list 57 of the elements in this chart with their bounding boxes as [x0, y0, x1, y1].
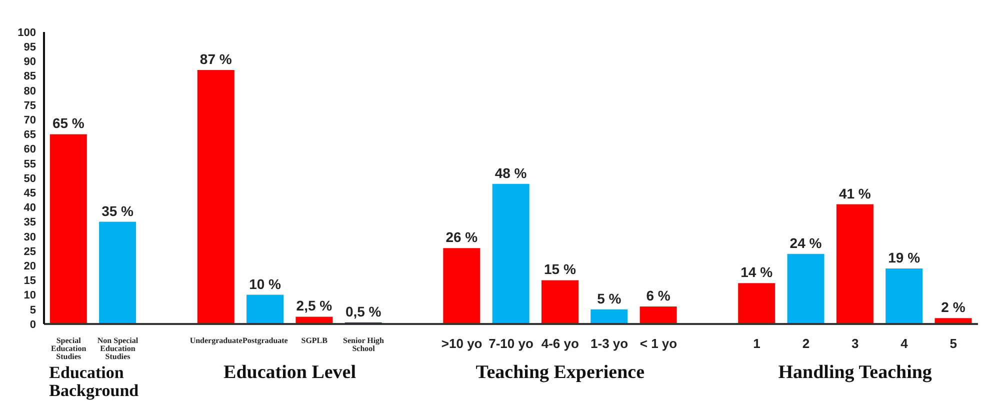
x-tick-label: 5: [950, 336, 958, 351]
data-label: 41 %: [838, 185, 872, 202]
y-tick-label: 35: [24, 216, 36, 229]
x-tick-label: 2: [802, 336, 810, 351]
x-tick-label: 4-6 yo: [541, 336, 579, 351]
x-tick-label: 1-3 yo: [590, 336, 628, 351]
data-label: 10 %: [249, 276, 282, 292]
data-label: 2 %: [941, 299, 966, 316]
y-tick-label: 80: [24, 85, 36, 98]
y-tick-label: 30: [24, 231, 36, 244]
y-tick-label: 75: [24, 100, 36, 112]
y-tick-label: 10: [24, 290, 36, 302]
data-label: 35 %: [102, 202, 134, 219]
y-tick-label: 65: [24, 129, 36, 142]
data-label: 48 %: [494, 164, 528, 181]
y-tick-label: 70: [24, 114, 36, 127]
x-tick-label: Senior High School: [343, 336, 385, 353]
x-tick-label: 1: [753, 336, 760, 351]
x-tick-label: 7-10 yo: [488, 336, 534, 351]
data-label: 14 %: [740, 264, 774, 280]
x-tick-label: Postgraduate: [242, 336, 288, 345]
y-tick-label: 50: [24, 172, 36, 185]
data-label: 19 %: [888, 250, 921, 266]
y-tick-label: 100: [18, 26, 36, 39]
text: Handling Teaching: [777, 362, 933, 383]
data-label: 87 %: [200, 50, 232, 67]
y-tick-label: 85: [24, 70, 36, 83]
y-tick-label: 60: [24, 144, 36, 156]
x-tick-label: Special Education Studies: [51, 336, 87, 361]
y-tick-label: 90: [24, 56, 36, 68]
data-label: 26 %: [446, 229, 478, 246]
y-tick-label: 20: [24, 260, 36, 273]
data-label: 24 %: [790, 234, 822, 251]
x-tick-label: 3: [851, 336, 859, 351]
y-tick-label: 25: [24, 246, 36, 258]
y-tick-label: 40: [24, 202, 36, 214]
x-tick-label: SGPLB: [301, 336, 328, 345]
y-tick-label: 0: [30, 318, 36, 331]
text: Teaching Experience: [474, 362, 646, 383]
x-tick-label: >10 yo: [441, 336, 482, 351]
data-label: 15 %: [544, 261, 576, 278]
y-tick-label: 5: [30, 304, 36, 316]
y-tick-label: 45: [24, 188, 36, 200]
data-label: 0,5 %: [345, 304, 382, 320]
x-tick-label: < 1 yo: [640, 336, 678, 351]
data-label: 2,5 %: [296, 298, 333, 314]
text: Education Background: [48, 363, 140, 400]
x-tick-label: Non Special Education Studies: [97, 336, 139, 361]
x-tick-label: Undergraduate: [190, 336, 243, 345]
text: Education Level: [222, 362, 358, 383]
data-label: 6 %: [646, 287, 671, 304]
data-label: 5 %: [597, 290, 622, 306]
data-label: 65 %: [52, 115, 85, 132]
y-tick-label: 95: [24, 42, 36, 54]
x-tick-label: 4: [900, 336, 909, 351]
y-tick-label: 15: [24, 275, 36, 288]
y-tick-label: 55: [24, 158, 36, 170]
